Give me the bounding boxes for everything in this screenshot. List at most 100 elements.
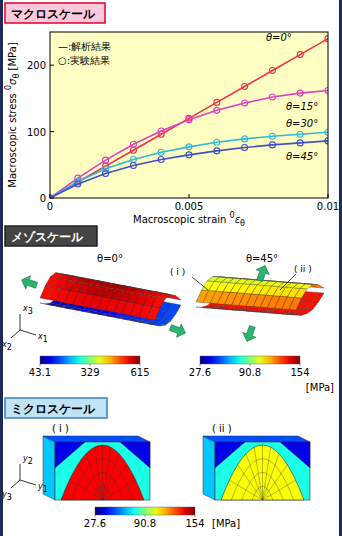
callout: ( ii ) (294, 264, 312, 274)
colorbar-tick (250, 364, 251, 366)
fiber (61, 445, 144, 500)
fiber-mesh (86, 454, 103, 500)
colorbar-tick (40, 364, 41, 366)
colorbar-tick-label: 27.6 (84, 518, 106, 529)
callout: ( i ) (170, 267, 185, 277)
series-point (214, 107, 220, 113)
unit: [MPa] (212, 518, 240, 529)
macro-chart: 010020000.0050.01θ=0°θ=15°θ=30°θ=45°—:解析… (4, 32, 339, 228)
series-line (50, 132, 328, 198)
colorbar (200, 356, 300, 364)
label-part: θ (240, 219, 245, 228)
mesh-cell (168, 294, 181, 300)
fiber-mesh (103, 454, 120, 500)
series-point (214, 148, 220, 154)
legend-note: —:解析結果 (58, 41, 111, 52)
triad-label: x2 (1, 340, 12, 352)
series-point (103, 157, 109, 163)
colorbar-tick (200, 364, 201, 366)
triad-axis (20, 464, 21, 480)
mesh-cell (147, 306, 160, 320)
series-point (186, 117, 192, 123)
label-part: 1 (43, 485, 48, 494)
colorbar-tick (89, 364, 90, 366)
label-part: 3 (7, 493, 12, 502)
panel-title: ( i ) (52, 423, 69, 434)
series-point (158, 156, 164, 162)
label-part: [MPa] (7, 42, 18, 73)
series-point (158, 128, 164, 134)
load-arrow (19, 273, 39, 292)
colorbar-tick (145, 515, 146, 517)
triad-axis (20, 314, 21, 330)
fiber-mesh (263, 454, 280, 500)
cell-top (203, 436, 310, 442)
series-name: θ=0° (266, 32, 292, 43)
colorbar (95, 507, 195, 515)
plot-area (50, 32, 328, 198)
mesh-cell (311, 292, 324, 302)
y-tick (50, 131, 54, 132)
series-point (269, 94, 275, 100)
mesh-cell (311, 284, 324, 288)
fiber-mesh (69, 480, 102, 500)
plot-frame (50, 32, 328, 198)
mesh-cell (168, 303, 181, 314)
fiber-mesh (103, 447, 111, 500)
series-point (130, 156, 136, 162)
callout-line (280, 274, 296, 290)
series-name: θ=15° (286, 101, 318, 112)
figure: マクロスケール010020000.0050.01θ=0°θ=15°θ=30°θ=… (0, 0, 342, 536)
colorbar-tick (95, 515, 96, 517)
mesh-cell (152, 297, 165, 308)
x-tick-label: 0 (47, 201, 53, 212)
series-point (297, 90, 303, 96)
section-label-box (5, 3, 105, 23)
colorbar-tick (195, 515, 196, 517)
series-point (186, 144, 192, 150)
series-group (50, 36, 328, 198)
panel-title: θ=0° (97, 253, 123, 264)
label-part: 1 (43, 335, 48, 344)
series-point (186, 152, 192, 158)
mesh-cell (300, 309, 313, 314)
fiber-mesh (102, 445, 103, 500)
triad-axis (11, 480, 20, 488)
x-tick-label: 0.01 (317, 201, 339, 212)
series-point (158, 149, 164, 155)
load-arrow (168, 321, 188, 340)
series-point (269, 68, 275, 74)
fiber-mesh (246, 454, 263, 500)
series-point (214, 99, 220, 105)
fiber-mesh (103, 465, 128, 500)
fiber (221, 445, 304, 500)
series-line (50, 90, 328, 198)
series-point (269, 133, 275, 139)
cell-front (215, 442, 310, 500)
triad-label: x3 (22, 304, 33, 316)
colorbar (40, 356, 140, 364)
section-label-box (5, 226, 97, 246)
x-axis-label: Macroscopic strain 0εθ (133, 211, 245, 228)
series-point (297, 52, 303, 58)
series-name: θ=30° (286, 118, 318, 129)
fiber-mesh (94, 447, 102, 500)
y-tick-label: 200 (27, 60, 46, 71)
series-name: θ=45° (286, 151, 318, 162)
series-point (130, 141, 136, 147)
fiber-mesh (263, 480, 296, 500)
series-point (242, 100, 248, 106)
colorbar-tick-label: 329 (80, 367, 99, 378)
series-point (214, 139, 220, 145)
y-tick-label: 0 (40, 193, 46, 204)
fiber-mesh (78, 465, 103, 500)
fiber-mesh (103, 480, 136, 500)
callout-line (192, 277, 208, 290)
colorbar-tick-label: 615 (130, 367, 149, 378)
fiber-mesh (229, 480, 262, 500)
label-part: 3 (28, 307, 33, 316)
fiber-mesh (263, 447, 271, 500)
mesh-cell (300, 284, 313, 289)
triad-axis (11, 330, 20, 338)
triad-label: y1 (37, 482, 48, 494)
